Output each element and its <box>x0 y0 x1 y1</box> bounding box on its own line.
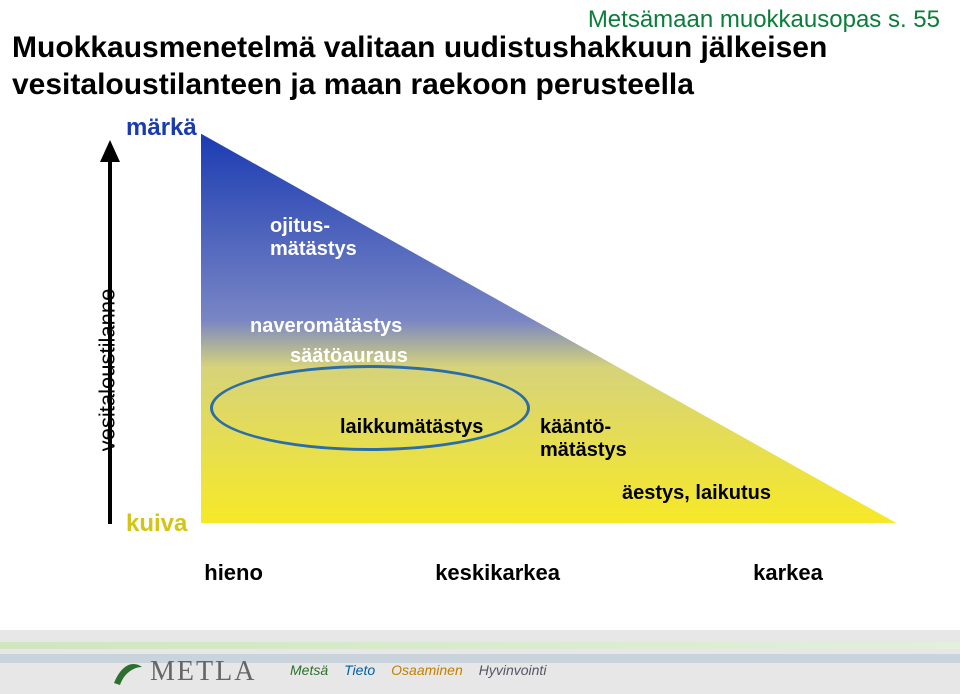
highlight-ellipse <box>210 365 530 451</box>
x-tick-0: hieno <box>204 560 263 586</box>
selection-triangle <box>200 132 900 524</box>
footer-tags: Metsä Tieto Osaaminen Hyvinvointi <box>290 662 546 678</box>
x-tick-1: keskikarkea <box>435 560 560 586</box>
y-axis-label: vesitaloustilanne <box>94 289 120 452</box>
diagram-container: vesitaloustilanne märkä kuiva ojitus- mä… <box>40 120 920 620</box>
footer-tag-0: Metsä <box>290 662 328 678</box>
footer-logo-text: METLA <box>150 656 256 688</box>
footer: METLA Metsä Tieto Osaaminen Hyvinvointi <box>0 630 960 694</box>
footer-accent-1 <box>0 642 960 650</box>
footer-tag-2: Osaaminen <box>391 662 463 678</box>
x-tick-2: karkea <box>753 560 823 586</box>
diagram-svg <box>40 120 920 620</box>
page-title: Muokkausmenetelmä valitaan uudistushakku… <box>12 30 948 103</box>
footer-logo: METLA <box>110 656 256 688</box>
metla-leaf-icon <box>110 657 144 687</box>
y-scale-bottom: kuiva <box>126 510 187 538</box>
y-axis-arrow-head <box>100 140 120 162</box>
footer-tag-1: Tieto <box>344 662 375 678</box>
y-scale-top: märkä <box>126 114 197 142</box>
footer-tag-3: Hyvinvointi <box>479 662 547 678</box>
